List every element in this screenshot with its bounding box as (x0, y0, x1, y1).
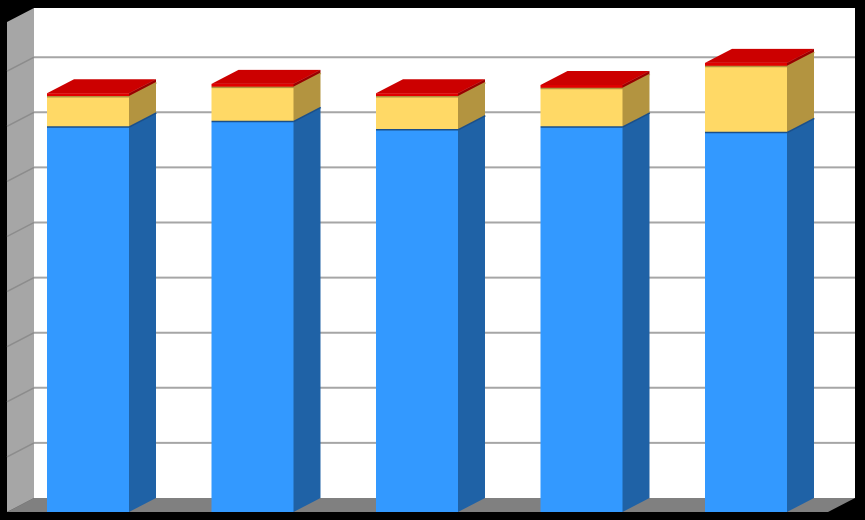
gridline-side (6, 111, 35, 127)
bar-segment-front (540, 84, 623, 88)
bar-segment-front (705, 131, 787, 512)
gridline-side (6, 221, 35, 238)
bar-segment-side (293, 106, 321, 512)
bar-segment-front (540, 87, 623, 127)
bar-segment-front (540, 126, 623, 513)
bar-segment-front (211, 83, 294, 87)
bar-segment-front (211, 86, 294, 121)
bar-segment-side (458, 79, 485, 96)
bar-segment-front (376, 129, 458, 512)
gridline-side (6, 166, 35, 183)
bar-segment-front (705, 62, 787, 66)
bar-top (376, 79, 485, 94)
plot-side-wall (7, 8, 34, 512)
bar-top (211, 69, 321, 84)
bar-segment-side (787, 51, 814, 132)
gridline-side (6, 332, 35, 348)
bar-segment-front (47, 95, 129, 127)
bar-segment-side (622, 73, 650, 127)
gridline-side (6, 276, 35, 293)
bar-segment-front (705, 65, 787, 132)
bar-segment-side (622, 112, 650, 513)
bar-segment-front (376, 95, 458, 130)
bar-segment-side (293, 69, 321, 87)
bar-segment-front (47, 93, 129, 96)
gridline-side (6, 442, 35, 458)
bar-top (540, 70, 650, 85)
gridline-side (6, 56, 35, 72)
gridline-side (6, 387, 35, 403)
bar-segment-side (458, 115, 485, 513)
bar-segment-side (129, 112, 156, 513)
bar-segment-front (211, 120, 294, 512)
bar-segment-side (787, 117, 814, 512)
bar-top (47, 79, 156, 94)
bar-segment-front (47, 126, 129, 513)
bar-segment-side (622, 70, 650, 88)
bar-segment-front (376, 93, 458, 96)
bar-top (705, 48, 814, 63)
bar-segment-side (129, 79, 156, 96)
bar-segment-side (787, 48, 814, 66)
